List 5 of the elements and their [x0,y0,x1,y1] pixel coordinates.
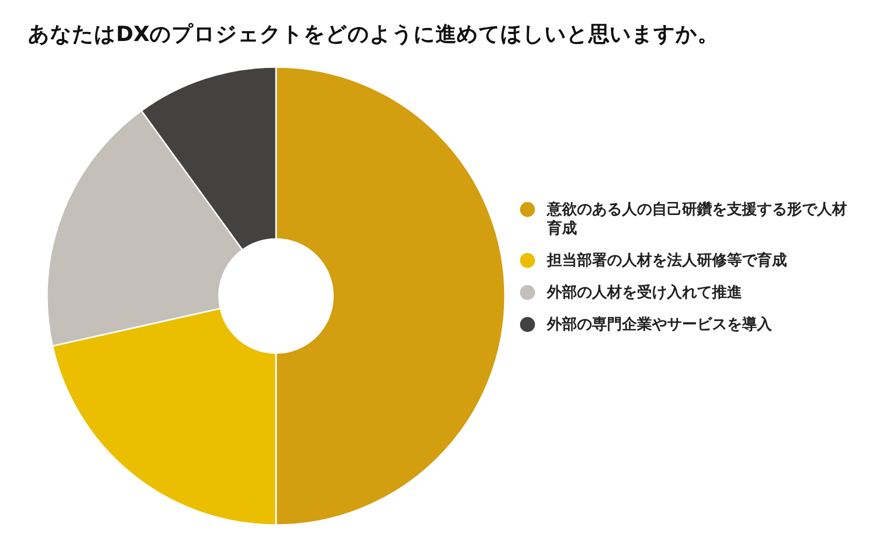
legend-label: 担当部署の人材を法人研修等で育成 [547,251,787,270]
legend-label: 外部の人材を受け入れて推進 [547,283,742,302]
legend-label: 意欲のある人の自己研鑽を支援する形で人材育成 [547,200,848,238]
legend-label: 外部の専門企業やサービスを導入 [547,315,772,334]
chart-title: あなたはDXのプロジェクトをどのように進めてほしいと思いますか。 [28,21,719,48]
